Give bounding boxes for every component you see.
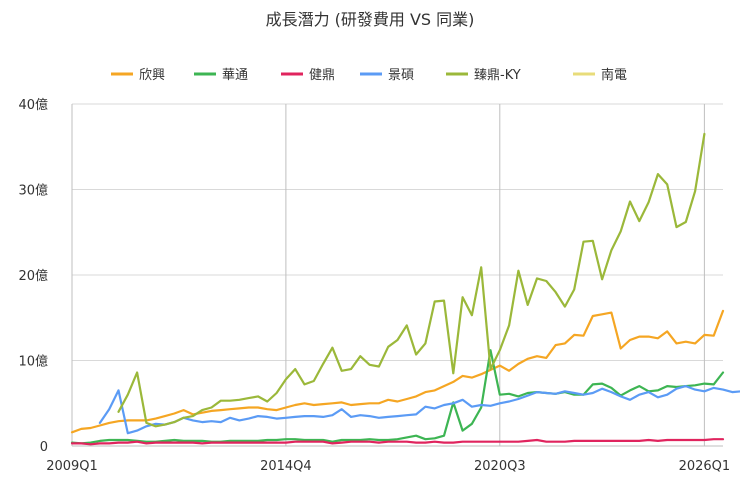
axes: 0 10億 20億 30億 40億 2009Q1 2014Q4 2020Q3 2026Q1 [18,97,730,474]
legend: 欣興 華通 健鼎 景碩 臻鼎-KY 南電 [111,67,627,83]
series-line [70,309,725,434]
series-line [98,385,740,435]
chart-title: 成長潛力 (研發費用 VS 同業) [266,10,475,29]
legend-label: 南電 [601,67,627,83]
y-tick-label: 20億 [18,268,48,284]
grid-lines [72,103,723,447]
y-tick-label: 40億 [18,97,48,113]
legend-label: 健鼎 [309,68,335,83]
y-tick-label: 0 [40,440,48,455]
legend-label: 欣興 [139,68,165,83]
x-tick-label: 2020Q3 [474,459,526,474]
x-tick-label: 2026Q1 [679,459,731,474]
y-tick-label: 30億 [18,183,48,199]
series-line [70,438,725,446]
series-line [70,349,725,445]
series-lines [70,132,740,446]
x-tick-label: 2014Q4 [260,459,312,474]
x-tick-label: 2009Q1 [46,459,98,474]
legend-label: 臻鼎-KY [474,68,521,83]
y-tick-label: 10億 [18,354,48,370]
legend-label: 華通 [222,68,248,83]
legend-label: 景碩 [388,68,414,83]
series-line [117,132,706,428]
